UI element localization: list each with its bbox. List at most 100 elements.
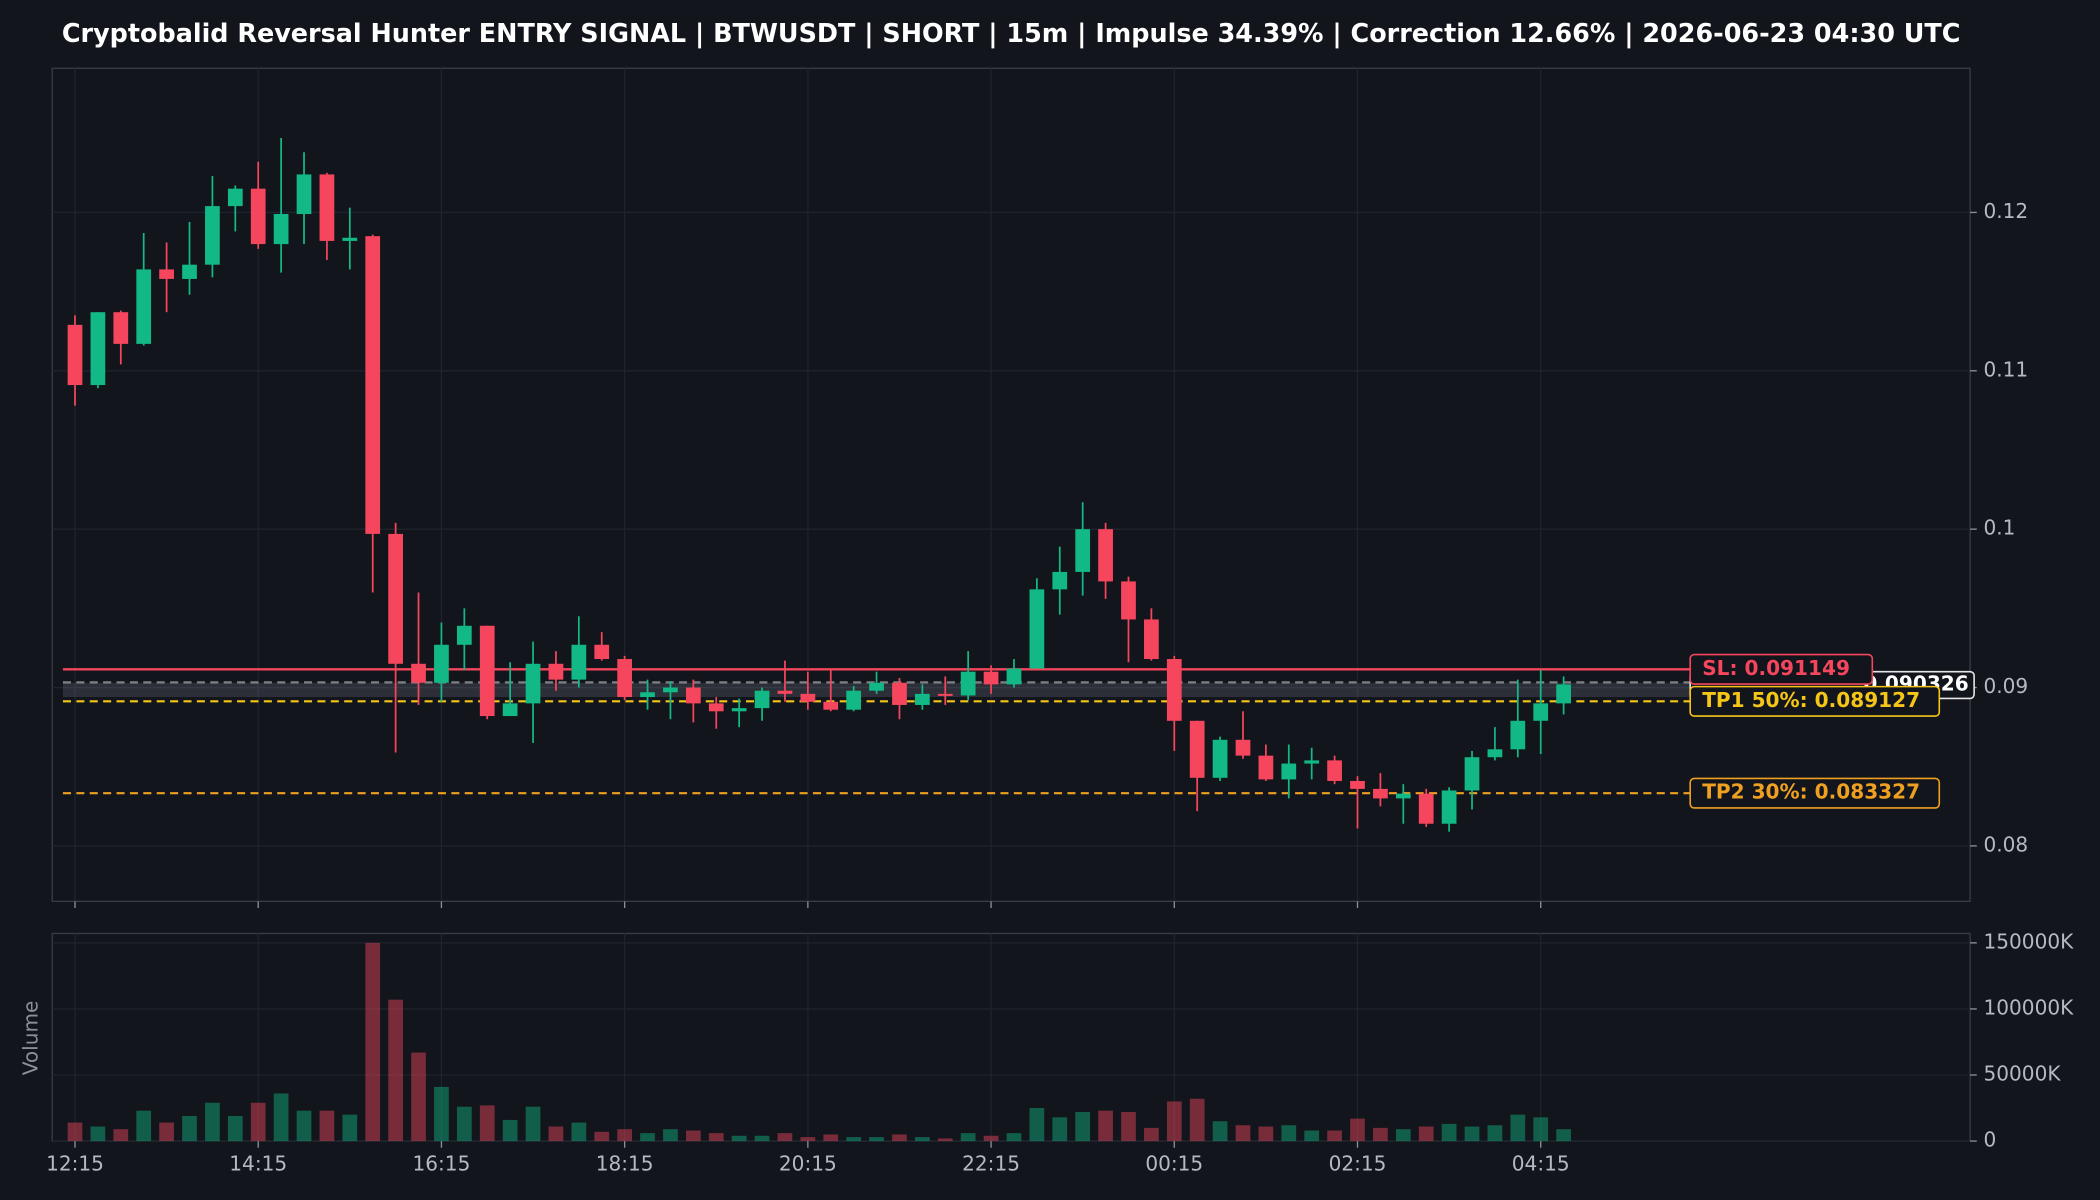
volume-bar bbox=[548, 1126, 564, 1142]
volume-bar bbox=[1189, 1098, 1205, 1142]
y-tick-label: 0.09 bbox=[1983, 674, 2028, 698]
volume-bar bbox=[1556, 1129, 1571, 1142]
candle-body bbox=[1373, 788, 1388, 799]
volume-bar bbox=[1144, 1127, 1159, 1142]
y-tick-label: 0.12 bbox=[1983, 199, 2028, 223]
candle-body bbox=[296, 174, 312, 215]
volume-bar bbox=[67, 1122, 83, 1142]
candle-body bbox=[892, 682, 907, 705]
candle-body bbox=[1304, 760, 1320, 764]
volume-bar bbox=[1166, 1101, 1182, 1142]
candle-body bbox=[1418, 793, 1434, 824]
candle-body bbox=[388, 533, 403, 664]
x-tick-label: 02:15 bbox=[1329, 1152, 1387, 1176]
x-tick-label: 18:15 bbox=[596, 1152, 654, 1176]
candle-body bbox=[846, 690, 862, 710]
volume-bar bbox=[1029, 1108, 1045, 1142]
y-tick-label: 0.08 bbox=[1983, 832, 2028, 856]
candle-body bbox=[1258, 755, 1274, 780]
candle-body bbox=[869, 682, 884, 691]
volume-bar bbox=[640, 1133, 655, 1142]
level-label: TP1 50%: 0.089127 bbox=[1702, 688, 1920, 712]
volume-bar bbox=[800, 1137, 816, 1142]
candle-body bbox=[1166, 659, 1182, 721]
candle-body bbox=[571, 644, 587, 680]
x-tick-label: 22:15 bbox=[962, 1152, 1020, 1176]
candle-body bbox=[800, 693, 816, 702]
candle-body bbox=[1281, 763, 1297, 780]
y-tick-label: 0 bbox=[1983, 1128, 1996, 1152]
candle-body bbox=[182, 264, 197, 279]
candle-body bbox=[1029, 589, 1045, 669]
candle-body bbox=[983, 671, 999, 685]
volume-bar bbox=[685, 1130, 701, 1142]
candle-body bbox=[502, 703, 518, 717]
candle-body bbox=[1189, 720, 1205, 778]
x-tick-label: 14:15 bbox=[229, 1152, 287, 1176]
level-label-box bbox=[1689, 777, 1941, 809]
volume-bar bbox=[1487, 1125, 1503, 1142]
level-label-box bbox=[1689, 685, 1941, 717]
candle-body bbox=[342, 237, 358, 241]
volume-bar bbox=[1304, 1130, 1320, 1142]
volume-bar bbox=[571, 1122, 587, 1142]
volume-bar bbox=[388, 999, 403, 1142]
volume-bar bbox=[456, 1106, 472, 1142]
candle-body bbox=[1098, 529, 1113, 582]
volume-bar bbox=[250, 1102, 266, 1142]
volume-bar bbox=[90, 1126, 106, 1142]
candle-body bbox=[754, 690, 770, 709]
level-label: SL: 0.091149 bbox=[1702, 656, 1850, 680]
level-label-box bbox=[1689, 653, 1874, 685]
candle-body bbox=[1533, 703, 1549, 721]
volume-bar bbox=[1075, 1112, 1091, 1142]
volume-bar bbox=[411, 1052, 426, 1142]
volume-bar bbox=[617, 1129, 633, 1142]
candle-body bbox=[1212, 739, 1228, 778]
candle-body bbox=[1075, 529, 1091, 572]
candle-body bbox=[915, 693, 930, 705]
level-label: TP2 30%: 0.083327 bbox=[1702, 780, 1920, 804]
candle-body bbox=[777, 690, 793, 694]
candle-body bbox=[113, 312, 129, 344]
volume-bar bbox=[846, 1137, 862, 1142]
volume-bar bbox=[205, 1102, 220, 1142]
volume-bar bbox=[960, 1133, 976, 1142]
candle-body bbox=[960, 671, 976, 696]
volume-bar bbox=[1258, 1126, 1274, 1142]
volume-bar bbox=[1395, 1129, 1411, 1142]
candle-body bbox=[1006, 668, 1022, 685]
volume-bar bbox=[915, 1137, 930, 1142]
volume-bar bbox=[1373, 1127, 1388, 1142]
volume-bar bbox=[159, 1122, 174, 1142]
x-tick-label: 12:15 bbox=[46, 1152, 104, 1176]
candle-body bbox=[548, 663, 564, 680]
volume-bar bbox=[1006, 1133, 1022, 1142]
candle-body bbox=[937, 693, 953, 696]
volume-bar bbox=[1441, 1123, 1457, 1142]
volume-bar bbox=[1510, 1114, 1526, 1142]
volume-bar bbox=[663, 1129, 678, 1142]
volume-bar bbox=[1098, 1110, 1113, 1142]
candle-body bbox=[90, 312, 106, 386]
candle-body bbox=[67, 324, 83, 386]
volume-bar bbox=[731, 1135, 747, 1142]
candle-body bbox=[479, 625, 495, 717]
volume-bar bbox=[1121, 1112, 1136, 1142]
candle-body bbox=[250, 188, 266, 245]
candle-body bbox=[1121, 581, 1136, 620]
candle-body bbox=[319, 174, 335, 241]
volume-bar bbox=[342, 1114, 358, 1142]
volume-bar bbox=[113, 1129, 129, 1142]
candle-body bbox=[1556, 684, 1571, 704]
candle-body bbox=[1144, 619, 1159, 660]
y-tick-label: 100000K bbox=[1983, 995, 2074, 1019]
volume-bar bbox=[594, 1131, 610, 1142]
volume-bar bbox=[869, 1137, 884, 1142]
candle-body bbox=[1395, 793, 1411, 799]
y-tick-label: 50000K bbox=[1983, 1062, 2061, 1086]
x-tick-label: 20:15 bbox=[779, 1152, 837, 1176]
x-tick-label: 16:15 bbox=[412, 1152, 470, 1176]
